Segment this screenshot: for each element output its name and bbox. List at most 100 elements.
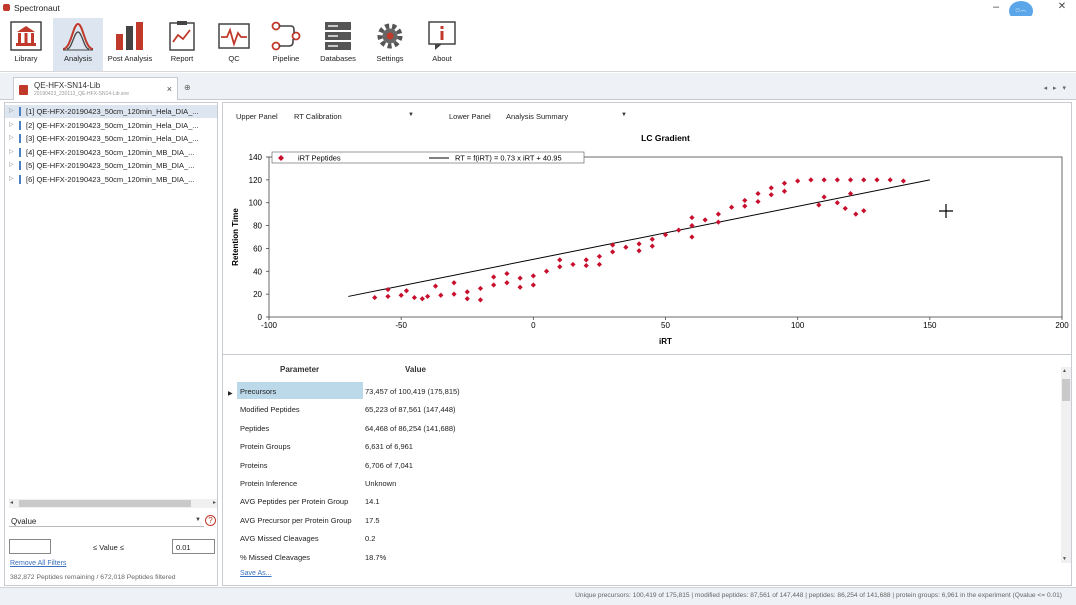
about-button[interactable]: About [417,18,467,71]
expand-icon[interactable]: ▷ [9,175,14,182]
filter-min-input[interactable] [9,539,51,554]
summary-row[interactable]: AVG Peptides per Protein Group 14.1 [237,492,857,510]
horizontal-scrollbar[interactable]: ◂ ▸ [9,499,217,508]
parameter-value: 6,706 of 7,041 [365,460,413,470]
summary-row[interactable]: AVG Precursor per Protein Group 17.5 [237,511,857,529]
pipeline-button[interactable]: Pipeline [261,18,311,71]
data-point [403,288,410,294]
parameter-name: Protein Inference [240,479,298,488]
y-tick-label: 100 [249,199,263,208]
lower-panel-select[interactable]: Analysis Summary [506,112,569,121]
summary-row[interactable]: Modified Peptides 65,223 of 87,561 (147,4… [237,400,857,418]
y-tick-label: 0 [258,313,263,322]
data-point [768,185,774,191]
parameter-name: % Missed Cleavages [240,552,311,562]
scroll-left-icon[interactable]: ◂ [10,500,14,506]
run-index: [4] [26,147,35,157]
post-analysis-button[interactable]: Post Analysis [105,18,155,71]
close-icon[interactable]: ✕ [1057,1,1067,12]
summary-row[interactable]: Protein Groups 6,631 of 6,961 [237,437,857,455]
run-name: QE-HFX-20190423_50cm_120min_Hela_DIA_... [36,107,199,116]
vertical-scrollbar[interactable]: ▲ ▼ [1061,367,1071,563]
data-point [861,177,867,183]
parameter-name: AVG Peptides per Protein Group [240,497,349,507]
data-point [861,208,867,214]
minimize-icon[interactable]: – [992,1,1000,13]
settings-label: Settings [376,54,404,63]
library-button[interactable]: Library [1,18,51,71]
expand-icon[interactable]: ▷ [9,148,14,155]
run-label: [2] QE-HFX-20190423_50cm_120min_Hela_DIA… [26,121,199,130]
data-point [715,211,721,217]
document-tab[interactable]: QE-HFX-SN14-Lib 20190423_230113_QE-HFX-S… [13,77,178,100]
data-point [464,296,470,302]
parameter-name: Modified Peptides [240,405,300,415]
data-point [451,280,457,286]
y-tick-label: 60 [253,244,262,253]
analysis-panel: Upper Panel RT Calibration ▼ Lower Panel… [222,102,1072,586]
data-point [557,264,563,270]
filter-field-select[interactable]: Qvalue ▼ [9,515,204,527]
gear-icon [377,23,403,49]
run-list-item[interactable]: ▷ [6] QE-HFX-20190423_50cm_120min_MB_DIA_… [5,173,217,186]
run-list-item[interactable]: ▷ [2] QE-HFX-20190423_50cm_120min_Hela_DI… [5,119,217,132]
run-color-icon [19,120,21,130]
run-label: [3] QE-HFX-20190423_50cm_120min_Hela_DIA… [26,134,199,143]
chevron-down-icon[interactable]: ▼ [621,112,627,118]
database-icon [325,22,351,50]
data-point [432,283,439,289]
run-label: [1] QE-HFX-20190423_50cm_120min_Hela_DIA… [26,107,199,116]
y-tick-label: 120 [249,176,263,185]
remove-all-filters-link[interactable]: Remove All Filters [10,560,67,567]
document-tab-subtitle: 20190423_230113_QE-HFX-SN14-Lib.sne [34,91,129,97]
summary-row[interactable]: AVG Missed Cleavages 0.2 [237,529,857,547]
scroll-down-icon[interactable]: ▼ [1062,556,1067,562]
summary-row[interactable]: Precursors 73,457 of 100,419 (175,815) [237,382,857,400]
panel-divider[interactable] [223,354,1071,355]
lower-panel-label: Lower Panel [449,112,491,121]
expand-icon[interactable]: ▷ [9,135,14,141]
data-point [451,291,457,297]
chart-svg: LC Gradient -100 -50 0 50 100 150 200 0 20 40 60 80 1… [231,133,1069,346]
filter-max-input[interactable]: 0.01 [172,539,215,554]
scroll-right-icon[interactable]: ▸ [212,500,216,506]
qc-label: QC [228,54,240,63]
scrollbar-thumb[interactable] [19,500,191,507]
help-icon[interactable]: ? [205,515,216,526]
close-tab-icon[interactable]: × [166,84,172,94]
data-point [610,242,616,248]
report-button[interactable]: Report [157,18,207,71]
summary-row[interactable]: % Missed Cleavages 18.7% [237,548,857,566]
chevron-down-icon[interactable]: ▼ [408,112,414,118]
summary-row[interactable]: Peptides 64,468 of 86,254 (141,688) [237,419,857,437]
analysis-button[interactable]: Analysis [53,18,103,71]
tab-scroll-arrows-icon[interactable]: ◂ ▸ ▾ [1043,85,1068,92]
new-tab-icon[interactable]: ⊕ [184,83,191,92]
run-list-item[interactable]: ▷ [4] QE-HFX-20190423_50cm_120min_MB_DIA_… [5,146,217,159]
run-list-item[interactable]: ▷ [1] QE-HFX-20190423_50cm_120min_Hela_DI… [5,105,217,118]
run-color-icon [19,107,21,116]
parameter-column-header: Parameter [280,365,320,374]
summary-row[interactable]: Proteins 6,706 of 7,041 [237,456,857,474]
parameter-value: 65,223 of 87,561 (147,448) [365,405,456,415]
run-list-item[interactable]: ▷ [5] QE-HFX-20190423_50cm_120min_MB_DIA_… [5,159,217,172]
expand-icon[interactable]: ▷ [9,108,14,114]
scrollbar-thumb[interactable] [1062,379,1070,401]
run-list-item[interactable]: ▷ [3] QE-HFX-20190423_50cm_120min_Hela_DI… [5,132,217,145]
save-as-link[interactable]: Save As... [240,570,272,577]
summary-row[interactable]: Protein Inference Unknown [237,474,857,492]
qc-button[interactable]: QC [209,18,259,71]
data-point [834,177,840,183]
run-name: QE-HFX-20190423_50cm_120min_MB_DIA_... [36,161,195,170]
lc-gradient-chart[interactable]: LC Gradient -100 -50 0 50 100 150 200 0 20 40 60 80 1… [224,125,1070,353]
data-point [543,268,550,274]
expand-icon[interactable]: ▷ [9,162,14,168]
settings-button[interactable]: Settings [365,18,415,71]
databases-button[interactable]: Databases [313,18,363,71]
upper-panel-select[interactable]: RT Calibration [294,112,342,121]
app-title: Spectronaut [14,3,60,13]
data-point [411,294,417,301]
expand-icon[interactable]: ▷ [9,121,14,128]
scroll-up-icon[interactable]: ▲ [1062,368,1067,374]
data-point [385,293,391,300]
